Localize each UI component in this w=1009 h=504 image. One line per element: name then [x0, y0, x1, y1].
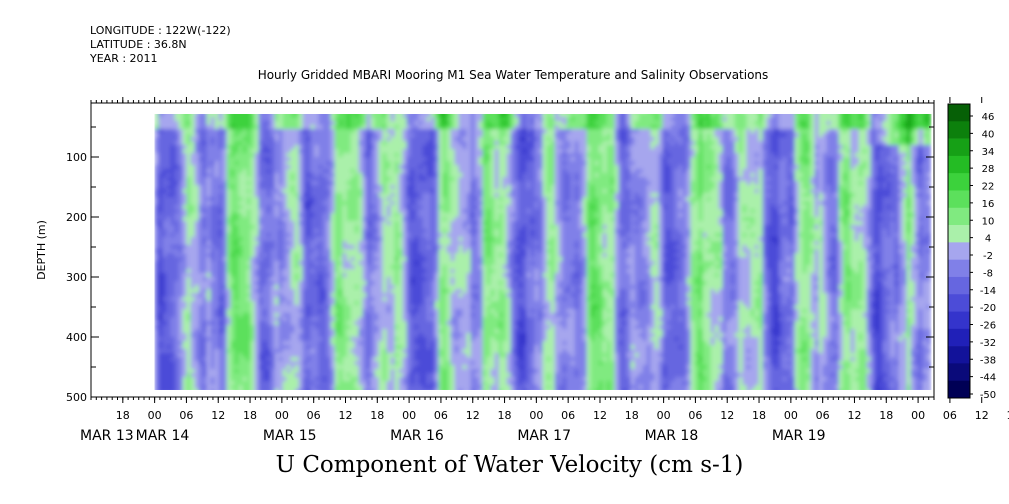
colorbar-swatch: [948, 104, 970, 122]
chart-title: Hourly Gridded MBARI Mooring M1 Sea Wate…: [257, 68, 769, 82]
colorbar-swatch: [948, 259, 970, 278]
colorbar-tick-label: -32: [980, 338, 996, 349]
x-hour-tick-label: 00: [148, 409, 162, 422]
y-axis-label: DEPTH (m): [35, 220, 48, 280]
x-hour-tick-label: 06: [179, 409, 193, 422]
x-hour-tick-label: 12: [211, 409, 225, 422]
colorbar-tick-label: 40: [982, 129, 995, 140]
colorbar-swatch: [948, 294, 970, 312]
heatmap-cells: [154, 114, 932, 390]
x-date-label: MAR 19: [772, 428, 826, 444]
x-date-label: MAR 17: [517, 428, 571, 444]
x-hour-tick-label: 18: [625, 409, 639, 422]
x-hour-tick-label: 12: [466, 409, 480, 422]
y-tick-label: 400: [66, 331, 87, 344]
colorbar-swatch: [948, 311, 970, 330]
x-hour-tick-label: 18: [370, 409, 384, 422]
x-hour-tick-label: 00: [657, 409, 671, 422]
colorbar-swatch: [948, 173, 970, 191]
x-hour-tick-label: 18: [243, 409, 257, 422]
y-tick-label: 200: [66, 211, 87, 224]
x-hour-tick-label: 12: [593, 409, 607, 422]
x-hour-tick-label: 06: [561, 409, 575, 422]
x-hour-tick-label: 12: [847, 409, 861, 422]
x-hour-tick-label: 12: [975, 409, 989, 422]
colorbar-tick-label: 34: [982, 147, 995, 158]
x-hour-tick-label: 18: [879, 409, 893, 422]
heatmap-field: [154, 114, 932, 390]
colorbar-tick-label: -50: [980, 390, 996, 401]
colorbar-tick-label: 10: [982, 216, 995, 227]
colorbar-tick-label: 28: [982, 164, 995, 175]
x-hour-tick-label: 00: [911, 409, 925, 422]
colorbar-tick-label: -14: [980, 286, 996, 297]
colorbar-swatch: [948, 207, 970, 226]
colorbar-swatch: [948, 121, 970, 139]
colorbar-swatch: [948, 380, 970, 399]
y-tick-label: 500: [66, 391, 87, 404]
colorbar-tick-label: 46: [982, 112, 995, 123]
x-hour-tick-label: 06: [688, 409, 702, 422]
x-hour-tick-label: 00: [275, 409, 289, 422]
x-hour-tick-label: 18: [1007, 409, 1009, 422]
colorbar-swatch: [948, 155, 970, 174]
colorbar-swatch: [948, 328, 970, 347]
latitude-label: LATITUDE : 36.8N: [90, 38, 187, 51]
x-hour-tick-label: 18: [116, 409, 130, 422]
x-hour-tick-label: 00: [529, 409, 543, 422]
header-metadata: LONGITUDE : 122W(-122) LATITUDE : 36.8N …: [90, 24, 231, 66]
x-hour-tick-label: 06: [943, 409, 957, 422]
axes: 18 00 06 12 18 00 06 12 18 00 06 12 18 00 06 12 18 00 06 12…: [66, 97, 1009, 444]
y-tick-label: 300: [66, 271, 87, 284]
plot-frame: [90, 102, 935, 398]
colorbar-swatch: [948, 190, 970, 209]
longitude-label: LONGITUDE : 122W(-122): [90, 24, 231, 37]
x-date-label: MAR 16: [390, 428, 444, 444]
x-hour-tick-label: 06: [307, 409, 321, 422]
colorbar-tick-label: -38: [980, 355, 996, 366]
colorbar-swatch: [948, 276, 970, 295]
colorbar-tick-label: -8: [983, 268, 993, 279]
x-date-label: MAR 13: [80, 428, 134, 444]
colorbar-tick-label: 16: [982, 199, 995, 210]
x-hour-tick-label: 12: [338, 409, 352, 422]
x-date-label: MAR 18: [645, 428, 699, 444]
x-hour-tick-label: 06: [816, 409, 830, 422]
colorbar-tick-label: -26: [980, 321, 996, 332]
x-date-label: MAR 14: [136, 428, 190, 444]
colorbar-tick-label: -2: [983, 251, 993, 262]
colorbar-swatch: [948, 225, 970, 243]
x-hour-tick-label: 00: [784, 409, 798, 422]
x-hour-tick-label: 18: [498, 409, 512, 422]
colorbar: 46 40 34 28 22 16 10 4 -2 -8 -14 -20 -26 -32 -38 -44 -50: [947, 103, 996, 401]
x-hour-tick-label: 00: [402, 409, 416, 422]
colorbar-swatch: [948, 346, 970, 364]
variable-title: U Component of Water Velocity (cm s-1): [275, 452, 744, 478]
colorbar-swatch: [948, 138, 970, 157]
x-hour-tick-label: 18: [752, 409, 766, 422]
colorbar-tick-label: 22: [982, 182, 995, 193]
x-hour-tick-label: 06: [434, 409, 448, 422]
x-date-label: MAR 15: [263, 428, 317, 444]
x-hour-tick-label: 12: [720, 409, 734, 422]
colorbar-swatch: [948, 363, 970, 382]
colorbar-tick-label: 4: [985, 234, 991, 245]
colorbar-tick-label: -44: [980, 373, 996, 384]
year-label: YEAR : 2011: [90, 52, 158, 65]
y-tick-label: 100: [66, 151, 87, 164]
colorbar-tick-label: -20: [980, 303, 996, 314]
colorbar-swatch: [948, 242, 970, 260]
